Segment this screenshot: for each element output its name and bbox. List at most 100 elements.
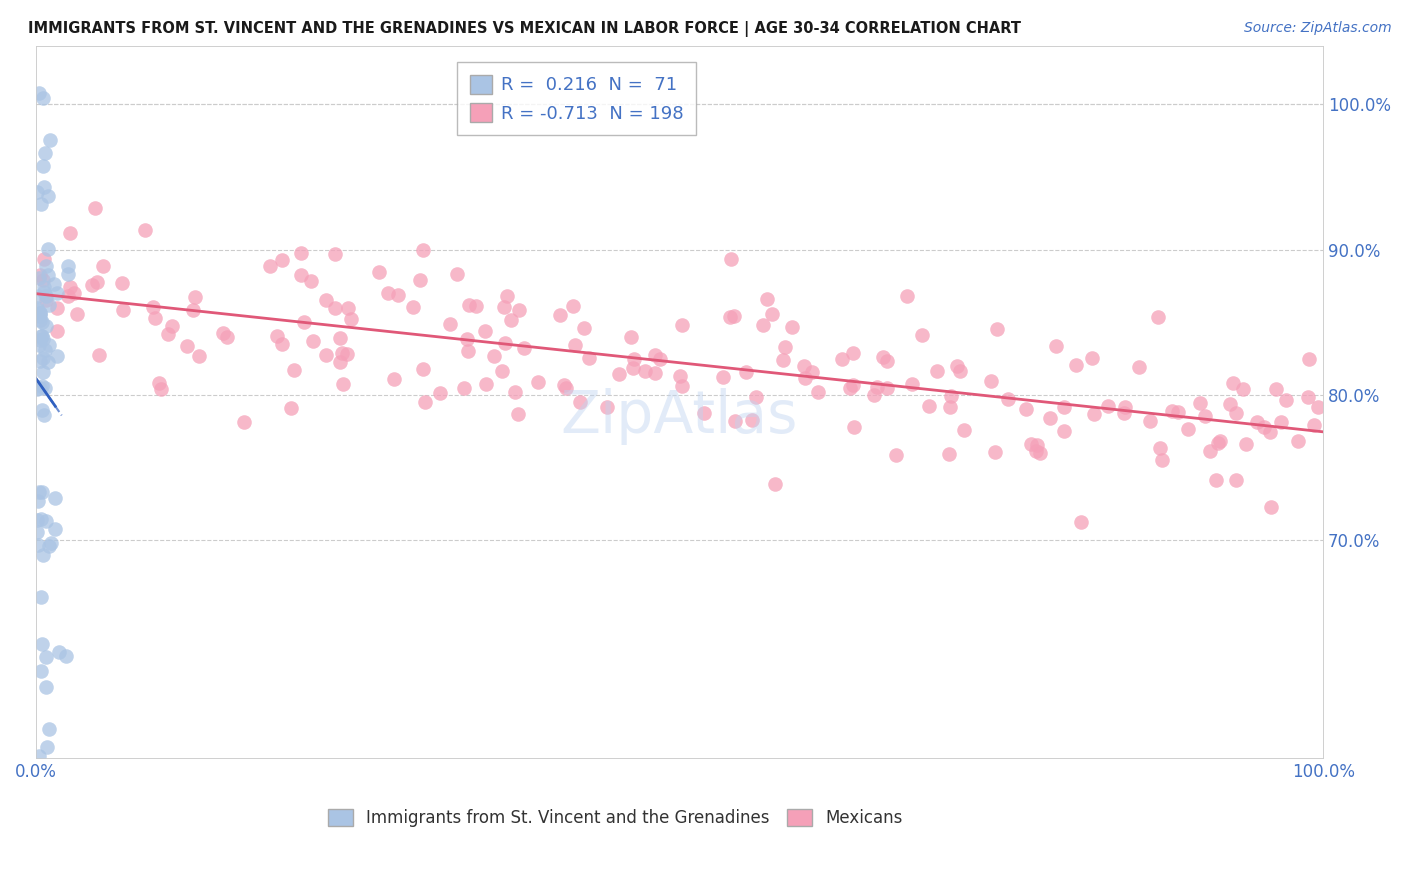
Point [1139, 414, 1161, 428]
Point [842, 346, 865, 360]
Point [38, 540, 60, 554]
Point [1053, 425, 1076, 439]
Point [37, 355, 59, 369]
Point [212, 326, 235, 341]
Point [188, 350, 211, 364]
Point [27, 289, 49, 303]
Point [31, 160, 53, 174]
Point [763, 477, 786, 491]
Point [30, 309, 52, 323]
Point [1258, 425, 1281, 440]
Point [28, 333, 51, 347]
Text: IMMIGRANTS FROM ST. VINCENT AND THE GRENADINES VS MEXICAN IN LABOR FORCE | AGE 3: IMMIGRANTS FROM ST. VINCENT AND THE GREN… [28, 21, 1021, 37]
Point [336, 347, 359, 361]
Point [724, 414, 747, 428]
Point [35, 681, 58, 695]
Point [32, 351, 55, 365]
Point [32, 90, 55, 104]
Point [45, 324, 67, 338]
Point [446, 267, 468, 281]
Point [1147, 310, 1170, 324]
Point [39, 536, 62, 550]
Point [1199, 444, 1222, 458]
Point [634, 364, 657, 378]
Point [807, 384, 830, 399]
Point [55, 648, 77, 663]
Point [492, 300, 515, 314]
Point [27, 494, 49, 508]
Point [562, 299, 585, 313]
Point [501, 313, 523, 327]
Point [503, 384, 526, 399]
Point [30, 512, 52, 526]
Text: ZipAtlas: ZipAtlas [561, 388, 799, 445]
Point [402, 300, 425, 314]
Point [831, 351, 853, 366]
Point [27, 484, 49, 499]
Point [412, 243, 434, 257]
Point [619, 330, 641, 344]
Text: Source: ZipAtlas.com: Source: ZipAtlas.com [1244, 21, 1392, 35]
Point [56, 259, 79, 273]
Point [30, 664, 52, 678]
Point [1025, 444, 1047, 458]
Point [25, 303, 48, 318]
Point [901, 376, 924, 391]
Point [329, 331, 352, 345]
Point [37, 740, 59, 755]
Point [554, 382, 576, 396]
Point [1286, 434, 1309, 448]
Point [270, 252, 292, 267]
Point [1275, 392, 1298, 407]
Point [526, 376, 548, 390]
Point [1167, 404, 1189, 418]
Point [572, 321, 595, 335]
Point [872, 350, 894, 364]
Point [876, 354, 898, 368]
Point [453, 380, 475, 394]
Point [911, 327, 934, 342]
Point [111, 303, 134, 318]
Point [1019, 436, 1042, 450]
Point [387, 288, 409, 302]
Point [34, 146, 56, 161]
Point [866, 380, 889, 394]
Point [939, 401, 962, 415]
Point [44, 491, 66, 506]
Point [45, 286, 67, 301]
Point [259, 260, 281, 274]
Point [266, 328, 288, 343]
Point [283, 363, 305, 377]
Point [876, 381, 898, 395]
Point [986, 322, 1008, 336]
Point [949, 364, 972, 378]
Point [980, 375, 1002, 389]
Point [1306, 400, 1329, 414]
Point [46, 301, 69, 315]
Point [56, 267, 79, 281]
Point [38, 298, 60, 312]
Point [1015, 401, 1038, 416]
Point [623, 352, 645, 367]
Point [368, 265, 391, 279]
Point [35, 650, 58, 665]
Point [32, 332, 55, 346]
Point [1270, 415, 1292, 429]
Point [325, 246, 347, 260]
Point [780, 320, 803, 334]
Point [31, 315, 53, 329]
Point [28, 313, 51, 327]
Point [62, 285, 84, 300]
Point [669, 369, 692, 384]
Point [290, 246, 312, 260]
Point [28, 86, 51, 100]
Point [42, 277, 65, 291]
Point [772, 352, 794, 367]
Point [1225, 473, 1247, 487]
Point [38, 722, 60, 736]
Point [578, 351, 600, 366]
Point [28, 354, 51, 368]
Point [217, 330, 239, 344]
Point [692, 406, 714, 420]
Point [1219, 397, 1241, 411]
